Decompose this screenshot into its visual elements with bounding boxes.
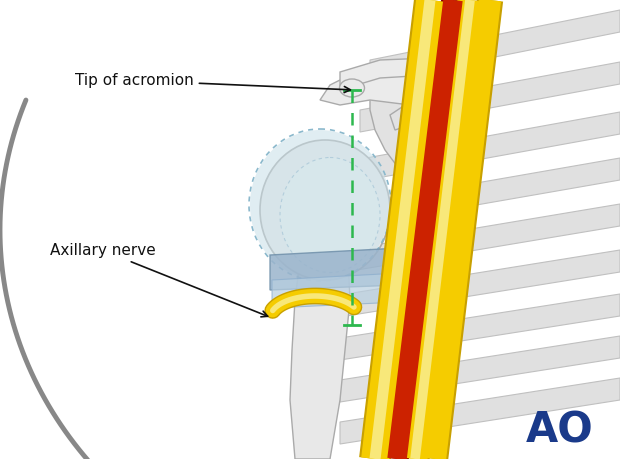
Ellipse shape xyxy=(260,140,390,280)
Polygon shape xyxy=(360,62,620,132)
Ellipse shape xyxy=(340,79,365,97)
Polygon shape xyxy=(320,68,440,105)
Ellipse shape xyxy=(280,157,380,273)
Polygon shape xyxy=(290,220,350,459)
Polygon shape xyxy=(345,204,620,272)
Text: Axillary nerve: Axillary nerve xyxy=(50,243,268,317)
Ellipse shape xyxy=(250,130,390,280)
Polygon shape xyxy=(340,336,620,402)
Polygon shape xyxy=(340,294,620,360)
Polygon shape xyxy=(370,75,475,180)
Polygon shape xyxy=(355,112,620,182)
Polygon shape xyxy=(270,248,415,290)
Polygon shape xyxy=(390,100,420,130)
Text: Tip of acromion: Tip of acromion xyxy=(75,73,350,93)
Polygon shape xyxy=(340,58,485,90)
Polygon shape xyxy=(350,158,620,227)
Text: AO: AO xyxy=(526,409,594,451)
Polygon shape xyxy=(340,250,620,317)
Polygon shape xyxy=(272,273,413,308)
Polygon shape xyxy=(340,378,620,444)
Polygon shape xyxy=(370,10,620,82)
